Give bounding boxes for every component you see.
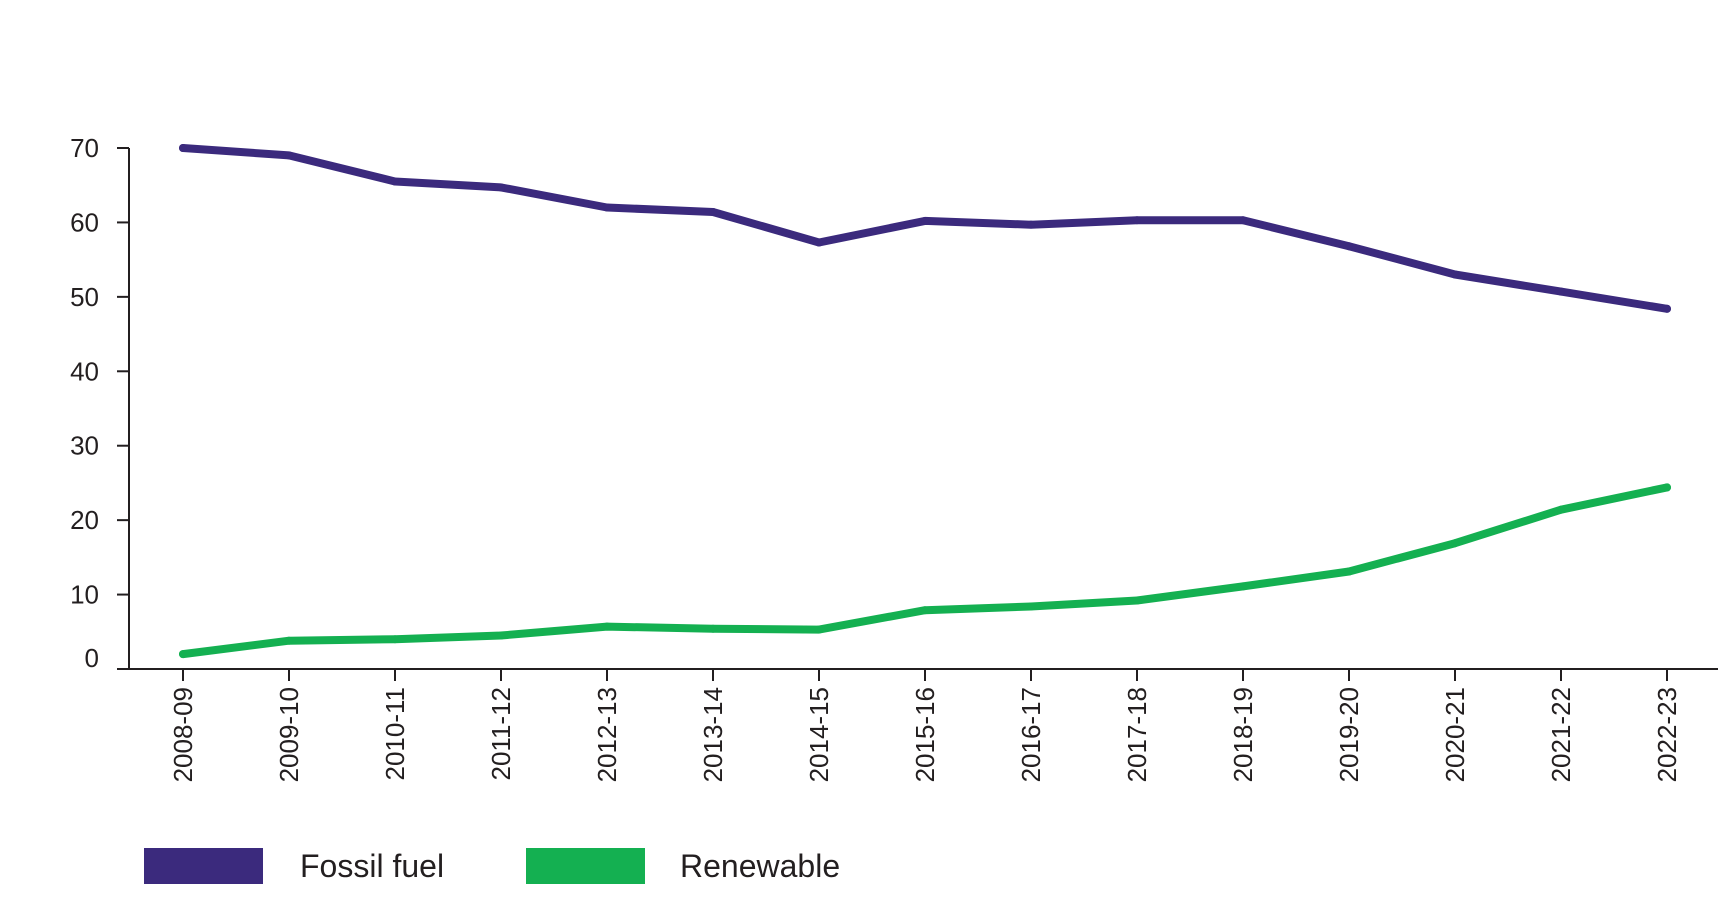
y-tick-label: 30 [70, 431, 99, 461]
data-point-fossil-fuel [1239, 216, 1247, 225]
x-tick-label: 2015-16 [910, 687, 940, 782]
legend-swatch-renewable [526, 848, 645, 884]
data-point-fossil-fuel [497, 183, 505, 192]
x-tick-label: 2009-10 [274, 687, 304, 782]
x-tick-label: 2020-21 [1440, 687, 1470, 782]
data-point-fossil-fuel [815, 238, 823, 247]
x-tick-label: 2018-19 [1228, 687, 1258, 782]
x-axis-ticks: 2008-09 2009-10 2010-11 2011-12 2012-13 2013-… [168, 669, 1682, 782]
y-tick-label: 20 [70, 505, 99, 535]
data-point-fossil-fuel [1027, 220, 1035, 229]
data-point-fossil-fuel [1133, 216, 1141, 225]
data-point-renewable [1239, 582, 1247, 591]
data-point-renewable [603, 622, 611, 631]
x-tick-label: 2008-09 [168, 687, 198, 782]
y-tick-label: 50 [70, 282, 99, 312]
data-point-fossil-fuel [285, 151, 293, 160]
data-point-fossil-fuel [603, 203, 611, 212]
y-axis-ticks: 0 10 20 30 40 50 60 70 [70, 133, 129, 673]
data-point-renewable [497, 631, 505, 640]
data-point-renewable [1345, 567, 1353, 576]
data-point-fossil-fuel [1663, 304, 1671, 313]
x-tick-label: 2012-13 [592, 687, 622, 782]
x-tick-label: 2017-18 [1122, 687, 1152, 782]
data-point-renewable [285, 636, 293, 645]
data-point-fossil-fuel [709, 208, 717, 217]
legend-label-fossil-fuel: Fossil fuel [300, 848, 444, 884]
data-point-fossil-fuel [1451, 270, 1459, 279]
data-point-renewable [1133, 596, 1141, 605]
y-tick-label: 40 [70, 356, 99, 386]
series-line-fossil-fuel [179, 144, 1671, 313]
data-point-fossil-fuel [921, 216, 929, 225]
x-tick-label: 2022-23 [1652, 687, 1682, 782]
y-tick-label: 10 [70, 580, 99, 610]
data-point-fossil-fuel [1557, 287, 1565, 296]
x-tick-label: 2016-17 [1016, 687, 1046, 782]
x-tick-label: 2014-15 [804, 687, 834, 782]
x-tick-label: 2013-14 [698, 687, 728, 782]
data-point-renewable [1451, 539, 1459, 548]
data-point-renewable [1663, 483, 1671, 492]
axes [128, 148, 1718, 670]
x-tick-label: 2019-20 [1334, 687, 1364, 782]
series-line-renewable [179, 483, 1671, 659]
data-point-renewable [1557, 505, 1565, 514]
series-lines [179, 144, 1671, 659]
data-point-fossil-fuel [391, 177, 399, 186]
x-tick-label: 2011-12 [486, 687, 516, 781]
data-point-renewable [709, 624, 717, 633]
data-point-fossil-fuel [179, 144, 187, 152]
y-tick-label: 60 [70, 207, 99, 237]
data-point-renewable [179, 650, 187, 659]
data-point-fossil-fuel [1345, 242, 1353, 251]
y-tick-label: 70 [70, 133, 99, 163]
x-tick-label: 2010-11 [380, 687, 410, 781]
legend: Fossil fuel Renewable [144, 848, 840, 884]
y-tick-label: 0 [85, 643, 99, 673]
data-point-renewable [815, 625, 823, 634]
data-point-renewable [391, 635, 399, 644]
x-tick-label: 2021-22 [1546, 687, 1576, 782]
data-point-renewable [921, 606, 929, 615]
legend-swatch-fossil-fuel [144, 848, 263, 884]
legend-label-renewable: Renewable [680, 848, 840, 884]
data-point-renewable [1027, 602, 1035, 611]
